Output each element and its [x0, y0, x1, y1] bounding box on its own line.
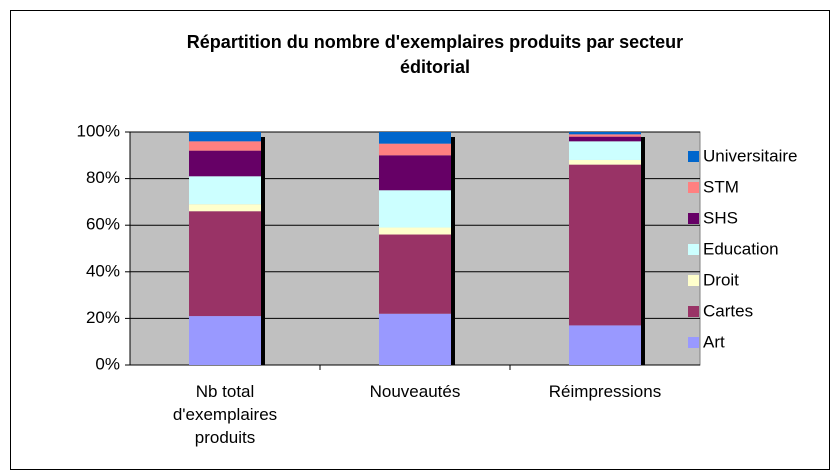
- bar-segment: [379, 155, 451, 191]
- y-tick-label: 60%: [86, 215, 120, 234]
- legend-swatch: [688, 275, 699, 286]
- y-tick-label: 0%: [95, 354, 120, 373]
- bar-segment: [189, 204, 261, 212]
- legend-label: Art: [703, 332, 725, 351]
- bar-segment: [189, 316, 261, 365]
- legend-label: STM: [703, 177, 739, 196]
- y-tick-label: 100%: [77, 121, 120, 140]
- bar-segment: [379, 234, 451, 314]
- bar-segment: [189, 150, 261, 177]
- bar-segment: [569, 325, 641, 365]
- bar-segment: [569, 141, 641, 160]
- y-tick-label: 20%: [86, 308, 120, 327]
- bar-segment: [569, 136, 641, 142]
- bar-segment: [569, 164, 641, 326]
- legend-label: Education: [703, 239, 779, 258]
- chart-title: Répartition du nombre d'exemplaires prod…: [186, 32, 684, 77]
- legend-label: Droit: [703, 270, 739, 289]
- y-tick-label: 40%: [86, 261, 120, 280]
- legend-swatch: [688, 244, 699, 255]
- bar-segment: [189, 176, 261, 205]
- bar-segment: [379, 190, 451, 228]
- legend-swatch: [688, 182, 699, 193]
- bar-segment: [379, 132, 451, 144]
- bar-shadow: [261, 137, 265, 365]
- bar-segment: [189, 141, 261, 151]
- legend-label: SHS: [703, 208, 738, 227]
- legend-swatch: [688, 213, 699, 224]
- y-tick-label: 80%: [86, 168, 120, 187]
- x-tick-label: Nouveautés: [369, 382, 461, 401]
- x-tick-label: Nb total d'exemplaires produits: [172, 382, 278, 447]
- bar-segment: [379, 313, 451, 365]
- legend-swatch: [688, 337, 699, 348]
- bar-segment: [569, 159, 641, 165]
- bar-segment: [379, 227, 451, 235]
- bar-segment: [379, 143, 451, 156]
- legend-label: Cartes: [703, 301, 753, 320]
- bar-segment: [569, 134, 641, 137]
- bar-shadow: [641, 137, 645, 365]
- legend-label: Universitaire: [703, 146, 797, 165]
- bar-segment: [569, 132, 641, 135]
- x-tick-label: Réimpressions: [548, 382, 662, 401]
- bar-segment: [189, 132, 261, 142]
- legend-swatch: [688, 306, 699, 317]
- bar-segment: [189, 211, 261, 317]
- legend-swatch: [688, 151, 699, 162]
- bar-shadow: [451, 137, 455, 365]
